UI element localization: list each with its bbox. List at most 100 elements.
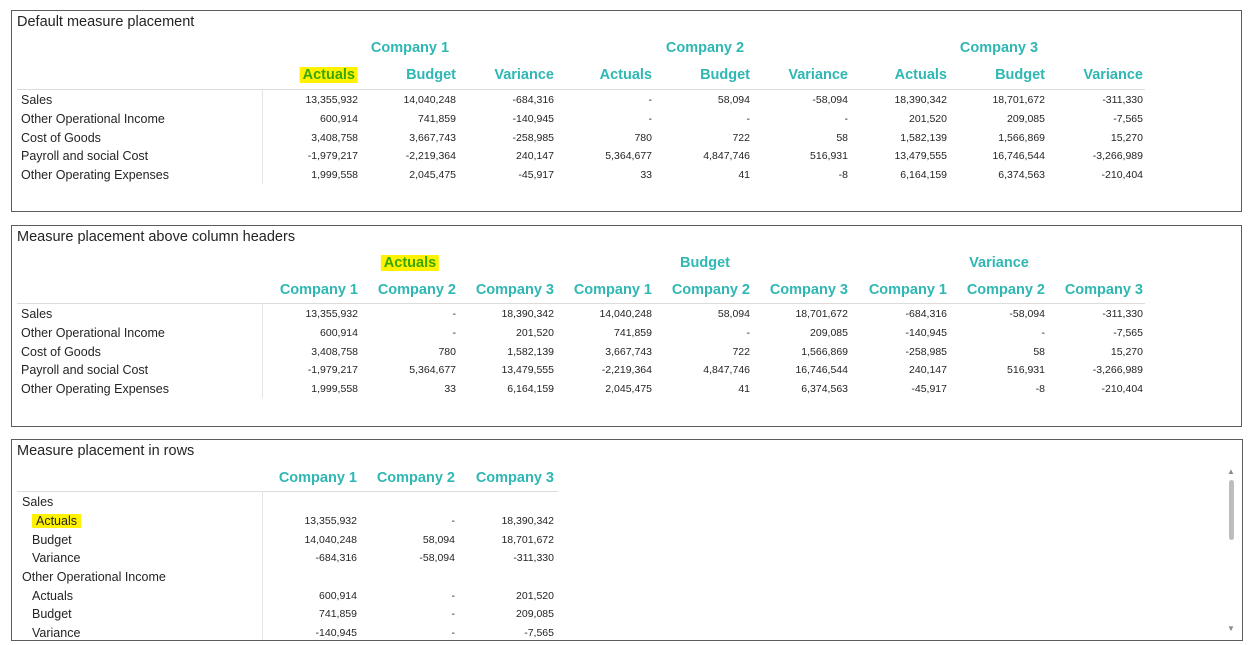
row-header[interactable]: Sales bbox=[21, 93, 53, 107]
table-cell: 18,701,672 bbox=[992, 94, 1045, 106]
column-header-company[interactable]: Company 3 bbox=[1064, 282, 1143, 298]
row-header[interactable]: Payroll and social Cost bbox=[21, 363, 149, 377]
table-cell: -45,917 bbox=[911, 383, 947, 395]
column-header-actuals[interactable]: Actuals bbox=[599, 67, 652, 83]
table-cell: - bbox=[451, 515, 456, 527]
table-cell: -1,979,217 bbox=[307, 364, 358, 376]
table-cell: - bbox=[648, 94, 653, 106]
table-cell: -311,330 bbox=[1102, 94, 1143, 106]
table-cell: -140,945 bbox=[905, 327, 947, 339]
table-cell: 6,164,159 bbox=[900, 169, 947, 181]
panel-title: Default measure placement bbox=[17, 14, 195, 30]
table-cell: 201,520 bbox=[909, 113, 947, 125]
table-cell: - bbox=[452, 308, 457, 320]
row-measure-label[interactable]: Variance bbox=[32, 626, 81, 640]
table-cell: 722 bbox=[732, 132, 750, 144]
row-measure-label[interactable]: Budget bbox=[32, 533, 72, 547]
table-cell: - bbox=[746, 113, 751, 125]
scroll-up-icon[interactable]: ▲ bbox=[1227, 467, 1235, 476]
table-cell: 600,914 bbox=[320, 113, 358, 125]
column-group-header[interactable]: Company 2 bbox=[665, 40, 745, 56]
divider bbox=[17, 491, 558, 492]
column-header-actuals[interactable]: Actuals bbox=[894, 67, 947, 83]
column-group-header-actuals[interactable]: Actuals bbox=[380, 255, 440, 271]
row-header[interactable]: Other Operational Income bbox=[21, 326, 165, 340]
column-header-budget[interactable]: Budget bbox=[995, 67, 1045, 83]
table-cell: -140,945 bbox=[315, 627, 357, 639]
table-cell: 5,364,677 bbox=[409, 364, 456, 376]
table-cell: 18,390,342 bbox=[501, 308, 554, 320]
table-cell: -140,945 bbox=[512, 113, 554, 125]
row-header[interactable]: Sales bbox=[21, 307, 53, 321]
table-cell: -311,330 bbox=[513, 552, 554, 564]
table-cell: 14,040,248 bbox=[403, 94, 456, 106]
table-cell: 18,390,342 bbox=[894, 94, 947, 106]
table-cell: 780 bbox=[438, 346, 456, 358]
table-cell: 4,847,746 bbox=[703, 364, 750, 376]
column-header-variance[interactable]: Variance bbox=[494, 67, 554, 83]
column-header-company[interactable]: Company 3 bbox=[769, 282, 848, 298]
table-cell: 1,566,869 bbox=[998, 132, 1045, 144]
column-divider bbox=[262, 491, 263, 640]
row-measure-label[interactable]: Budget bbox=[32, 607, 72, 621]
table-cell: 516,931 bbox=[1007, 364, 1045, 376]
column-group-header[interactable]: Company 1 bbox=[370, 40, 450, 56]
scrollbar-thumb[interactable] bbox=[1229, 480, 1234, 540]
table-cell: -7,565 bbox=[1113, 113, 1143, 125]
table-cell: 780 bbox=[634, 132, 652, 144]
table-cell: -210,404 bbox=[1101, 383, 1143, 395]
table-cell: -58,094 bbox=[1009, 308, 1045, 320]
row-measure-label[interactable]: Actuals bbox=[32, 514, 81, 528]
table-cell: 58,094 bbox=[717, 94, 750, 106]
column-header-company[interactable]: Company 1 bbox=[868, 282, 947, 298]
scroll-down-icon[interactable]: ▼ bbox=[1227, 624, 1235, 633]
column-header-company[interactable]: Company 3 bbox=[475, 470, 554, 486]
column-header-variance[interactable]: Variance bbox=[788, 67, 848, 83]
divider bbox=[17, 89, 1145, 90]
table-cell: -3,266,989 bbox=[1092, 364, 1143, 376]
row-header[interactable]: Other Operational Income bbox=[21, 112, 165, 126]
column-header-company[interactable]: Company 1 bbox=[278, 470, 357, 486]
row-group-header[interactable]: Other Operational Income bbox=[22, 570, 166, 584]
column-header-budget[interactable]: Budget bbox=[406, 67, 456, 83]
column-header-company[interactable]: Company 2 bbox=[671, 282, 750, 298]
column-header-variance[interactable]: Variance bbox=[1083, 67, 1143, 83]
column-group-header-budget[interactable]: Budget bbox=[680, 255, 730, 271]
row-header[interactable]: Payroll and social Cost bbox=[21, 149, 149, 163]
row-header[interactable]: Cost of Goods bbox=[21, 345, 101, 359]
table-cell: - bbox=[451, 627, 456, 639]
column-header-company[interactable]: Company 2 bbox=[377, 282, 456, 298]
table-cell: 240,147 bbox=[909, 364, 947, 376]
row-header[interactable]: Cost of Goods bbox=[21, 131, 101, 145]
table-cell: 2,045,475 bbox=[409, 169, 456, 181]
table-cell: -684,316 bbox=[905, 308, 947, 320]
row-measure-label[interactable]: Variance bbox=[32, 551, 81, 565]
column-group-header[interactable]: Company 3 bbox=[959, 40, 1039, 56]
row-header[interactable]: Other Operating Expenses bbox=[21, 168, 169, 182]
table-cell: -8 bbox=[838, 169, 848, 181]
table-cell: 741,859 bbox=[418, 113, 456, 125]
column-header-company[interactable]: Company 1 bbox=[279, 282, 358, 298]
row-measure-label[interactable]: Actuals bbox=[32, 589, 73, 603]
table-cell: -2,219,364 bbox=[601, 364, 652, 376]
table-cell: 18,701,672 bbox=[795, 308, 848, 320]
table-cell: -311,330 bbox=[1102, 308, 1143, 320]
column-header-company[interactable]: Company 2 bbox=[966, 282, 1045, 298]
table-cell: 741,859 bbox=[319, 608, 357, 620]
table-cell: -258,985 bbox=[512, 132, 554, 144]
matrix-panel-above-headers: Measure placement above column headers A… bbox=[11, 225, 1242, 427]
table-cell: 16,746,544 bbox=[795, 364, 848, 376]
column-header-budget[interactable]: Budget bbox=[700, 67, 750, 83]
row-group-header[interactable]: Sales bbox=[22, 495, 54, 509]
column-header-actuals[interactable]: Actuals bbox=[299, 67, 358, 83]
column-header-company[interactable]: Company 3 bbox=[475, 282, 554, 298]
table-cell: 58,094 bbox=[422, 534, 455, 546]
table-cell: 58,094 bbox=[717, 308, 750, 320]
column-group-header-variance[interactable]: Variance bbox=[969, 255, 1029, 271]
column-header-company[interactable]: Company 1 bbox=[573, 282, 652, 298]
table-cell: 1,582,139 bbox=[507, 346, 554, 358]
table-cell: 14,040,248 bbox=[599, 308, 652, 320]
row-header[interactable]: Other Operating Expenses bbox=[21, 382, 169, 396]
table-cell: 741,859 bbox=[614, 327, 652, 339]
column-header-company[interactable]: Company 2 bbox=[376, 470, 455, 486]
